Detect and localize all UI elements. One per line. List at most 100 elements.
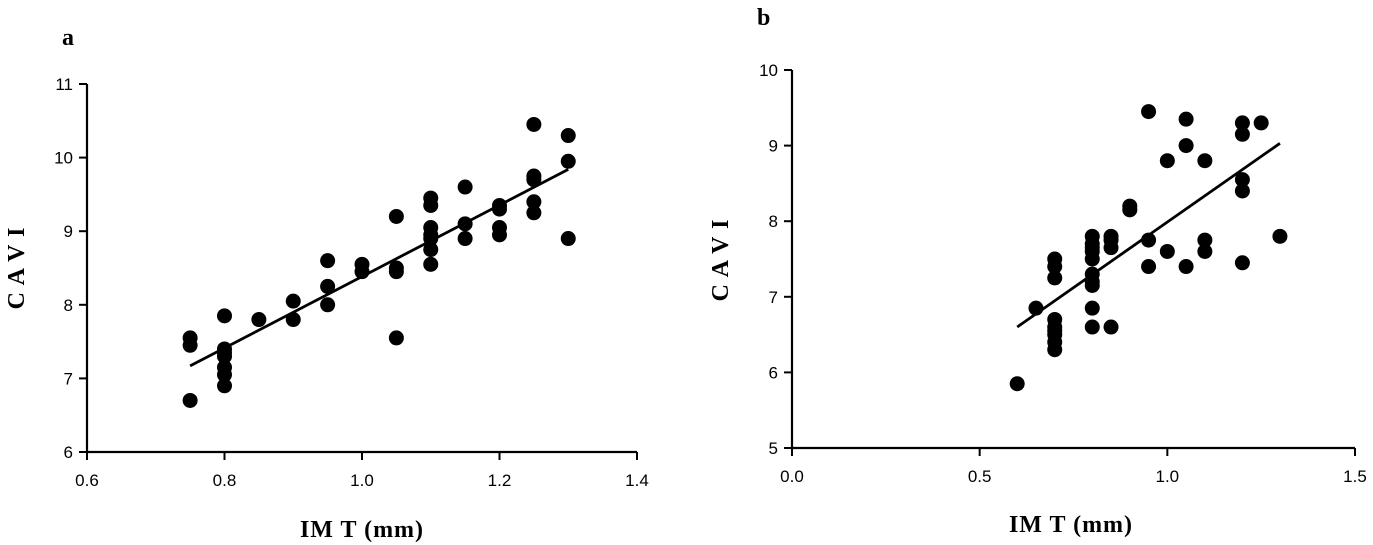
panel-b-data-point xyxy=(1084,319,1100,335)
panel-b-x-tick-label: 0.5 xyxy=(968,467,992,486)
panel-a-data-point xyxy=(388,208,404,224)
panel-b-data-point xyxy=(1197,153,1213,169)
panel-b-data-point xyxy=(1103,319,1119,335)
panel-b-y-tick-label: 7 xyxy=(769,288,778,307)
panel-b-label: b xyxy=(757,5,770,31)
panel-a-data-point xyxy=(285,312,301,328)
panel-a-data-point xyxy=(526,172,542,188)
panel-a-data-point xyxy=(526,116,542,132)
panel-a-data-point xyxy=(560,153,576,169)
panel-a-data-point xyxy=(423,256,439,272)
panel-a-data-point xyxy=(423,231,439,247)
panel-b-data-point xyxy=(1084,251,1100,267)
panel-a-label: a xyxy=(62,25,74,51)
panel-b-data-point xyxy=(1234,115,1250,131)
panel-b-y-axis-title: C A V I xyxy=(708,219,734,302)
panel-a-data-point xyxy=(251,312,267,328)
panel-a-y-tick-label: 6 xyxy=(64,443,73,462)
panel-b-ticks: 0.0 0.5 1.0 1.5 5 6 7 8 9 10 xyxy=(759,61,1367,486)
panel-b-data-point xyxy=(1159,243,1175,259)
panel-a-y-tick-label: 9 xyxy=(64,222,73,241)
panel-b-data-point xyxy=(1084,240,1100,256)
panel-a-data-point xyxy=(217,308,232,324)
panel-a-data-point xyxy=(285,293,301,309)
panel-b-x-axis-title: IM T (mm) xyxy=(1009,512,1133,538)
panel-b-y-tick-label: 5 xyxy=(769,439,778,458)
panel-a-data-point xyxy=(526,205,542,221)
panel-a-x-tick-label: 0.8 xyxy=(213,471,237,490)
panel-b-y-tick-label: 9 xyxy=(769,137,778,156)
panel-b-data-point xyxy=(1047,342,1063,358)
panel-b-data-point xyxy=(1047,323,1063,339)
panel-a-axes xyxy=(85,84,637,454)
panel-a-data-point xyxy=(457,179,473,195)
panel-a-x-axis-title: IM T (mm) xyxy=(300,517,424,543)
panel-b-data-point xyxy=(1272,228,1288,244)
panel-a-data-point xyxy=(217,348,232,364)
panel-a-data-point xyxy=(217,367,232,383)
panel-a-points xyxy=(182,116,576,408)
panel-b-data-point xyxy=(1197,243,1213,259)
panel-b-data-point xyxy=(1084,300,1100,316)
panel-a-x-tick-label: 0.6 xyxy=(75,471,99,490)
panel-b-x-tick-label: 0.0 xyxy=(780,467,804,486)
panel-a-data-point xyxy=(388,264,404,280)
panel-b-data-point xyxy=(1122,202,1138,218)
panel-a-ticks: 0.6 0.8 1.0 1.2 1.4 6 7 8 9 10 11 xyxy=(54,75,649,490)
panel-a-x-tick-label: 1.4 xyxy=(625,471,649,490)
panel-b-data-point xyxy=(1178,111,1194,127)
panel-b-data-point xyxy=(1159,153,1175,169)
panel-b-x-tick-label: 1.5 xyxy=(1343,467,1367,486)
panel-b-data-point xyxy=(1009,376,1025,392)
panel-a-y-tick-label: 10 xyxy=(54,149,73,168)
panel-a-fit xyxy=(189,168,569,368)
panel-b-y-tick-label: 10 xyxy=(759,61,778,80)
panel-a-y-tick-label: 7 xyxy=(64,369,73,388)
panel-a-data-point xyxy=(492,227,507,243)
panel-a-x-tick-label: 1.2 xyxy=(488,471,512,490)
panel-b-y-tick-label: 8 xyxy=(769,212,778,231)
panel-a-data-point xyxy=(320,253,336,269)
panel-a-data-point xyxy=(217,378,232,394)
panel-b-data-point xyxy=(1047,270,1063,286)
panel-a-scatter-chart: a 0.6 0.8 1.0 1.2 1.4 6 7 8 9 10 11 IM T (mm) C A … xyxy=(4,25,649,543)
panel-b-data-point xyxy=(1234,255,1250,271)
panel-a-data-point xyxy=(320,297,336,313)
panel-b-data-point xyxy=(1141,259,1157,275)
panel-a-data-point xyxy=(526,194,542,210)
panel-b-data-point xyxy=(1141,104,1157,120)
panel-b-x-tick-label: 1.0 xyxy=(1156,467,1180,486)
panel-a-data-point xyxy=(182,392,198,408)
panel-a-y-tick-label: 8 xyxy=(64,296,73,315)
panel-b-data-point xyxy=(1253,115,1269,131)
panel-a-data-point xyxy=(423,197,439,213)
panel-b-scatter-chart: b 0.0 0.5 1.0 1.5 5 6 7 8 9 10 IM T (mm) C A V I xyxy=(708,5,1367,538)
panel-b-axes xyxy=(790,70,1355,450)
panel-b-data-point xyxy=(1234,172,1250,188)
panel-a-regression-line xyxy=(189,168,569,368)
panel-a-data-point xyxy=(492,201,507,217)
panel-b-data-point xyxy=(1028,300,1044,316)
panel-a-data-point xyxy=(457,216,473,232)
panel-b-data-point xyxy=(1197,232,1213,248)
panel-a-data-point xyxy=(560,128,576,144)
panel-b-data-point xyxy=(1234,126,1250,142)
panel-a-data-point xyxy=(457,231,473,247)
panel-a-y-axis-title: C A V I xyxy=(4,227,30,310)
panel-a-data-point xyxy=(320,278,336,294)
panel-b-data-point xyxy=(1178,259,1194,275)
panel-a-data-point xyxy=(354,264,370,280)
panel-b-points xyxy=(1009,104,1288,392)
panel-a-data-point xyxy=(423,242,439,258)
panel-b-data-point xyxy=(1103,240,1119,256)
panel-a-data-point xyxy=(560,231,576,247)
panel-b-data-point xyxy=(1234,183,1250,199)
panel-b-data-point xyxy=(1141,232,1157,248)
panel-b-data-point xyxy=(1047,259,1063,275)
panel-a-data-point xyxy=(388,330,404,346)
panel-b-data-point xyxy=(1178,138,1194,154)
panel-a-x-tick-label: 1.0 xyxy=(350,471,374,490)
panel-a-data-point xyxy=(182,337,198,353)
panel-a-y-tick-label: 11 xyxy=(55,75,73,94)
